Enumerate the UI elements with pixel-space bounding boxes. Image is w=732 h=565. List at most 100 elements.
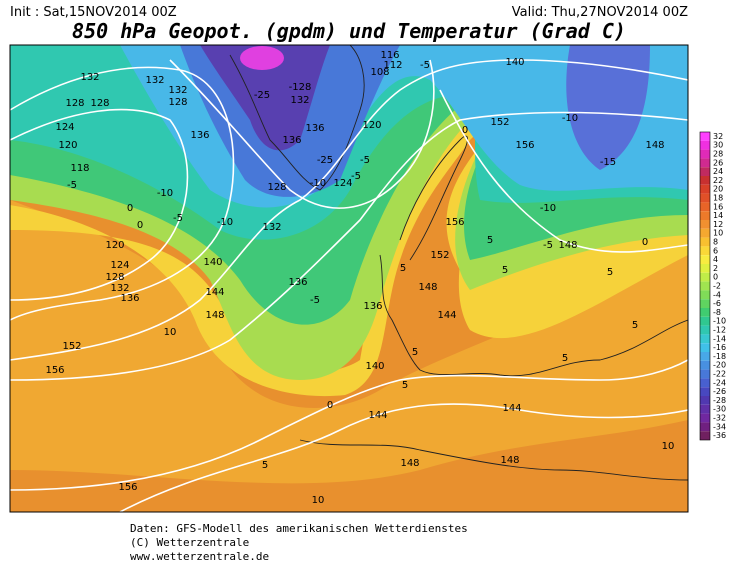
contour-label: 120	[362, 120, 381, 131]
contour-label: -5	[67, 180, 77, 191]
colorbar-cell	[700, 140, 710, 150]
contour-label: 0	[462, 125, 468, 136]
colorbar-label: -16	[713, 343, 726, 352]
colorbar-label: 4	[713, 255, 718, 264]
contour-label: -5	[420, 60, 430, 71]
footer-url: www.wetterzentrale.de	[130, 550, 269, 563]
colorbar-label: -14	[713, 334, 726, 343]
colorbar-label: -2	[713, 282, 721, 291]
init-time: Init : Sat,15NOV2014 00Z	[10, 5, 177, 20]
contour-label: 148	[500, 455, 519, 466]
colorbar-label: 22	[713, 176, 723, 185]
colorbar-cell	[700, 193, 710, 203]
colorbar-cell	[700, 290, 710, 300]
contour-label: 10	[164, 327, 177, 338]
contour-label: 5	[402, 380, 408, 391]
colorbar-cell	[700, 237, 710, 247]
contour-label: 144	[502, 403, 521, 414]
contour-label: 124	[55, 122, 74, 133]
contour-label: 112	[383, 60, 402, 71]
colorbar-cell	[700, 343, 710, 352]
map-area	[10, 45, 688, 512]
colorbar-cell	[700, 308, 710, 317]
contour-label: -5	[543, 240, 553, 251]
colorbar-cell	[700, 413, 710, 423]
contour-label: 148	[645, 140, 664, 151]
contour-label: 136	[363, 301, 382, 312]
colorbar-cell	[700, 334, 710, 344]
contour-label: -10	[157, 188, 173, 199]
colorbar-cell	[700, 316, 710, 326]
colorbar-cell	[700, 387, 710, 396]
contour-label: 132	[168, 85, 187, 96]
colorbar-cell	[700, 272, 710, 282]
colorbar-label: -34	[713, 422, 726, 431]
contour-label: 132	[290, 95, 309, 106]
colorbar-label: -30	[713, 405, 726, 414]
colorbar-cell	[700, 255, 710, 264]
colorbar-label: -28	[713, 396, 726, 405]
colorbar-cell	[700, 378, 710, 388]
contour-label: 124	[333, 178, 352, 189]
colorbar-cell	[700, 132, 710, 141]
contour-label: -25	[317, 155, 333, 166]
contour-label: -5	[360, 155, 370, 166]
map-title: 850 hPa Geopot. (gpdm) und Temperatur (G…	[72, 19, 626, 43]
contour-label: 5	[262, 460, 268, 471]
contour-label: -10	[540, 203, 556, 214]
contour-label: 128	[168, 97, 187, 108]
contour-label: 132	[145, 75, 164, 86]
colorbar-label: -32	[713, 414, 726, 423]
contour-label: -5	[310, 295, 320, 306]
colorbar-cell	[700, 202, 710, 212]
contour-label: -10	[310, 178, 326, 189]
contour-label: 0	[327, 400, 333, 411]
colorbar-cell	[700, 158, 710, 168]
contour-label: 136	[305, 123, 324, 134]
contour-label: 152	[62, 341, 81, 352]
colorbar-label: 0	[713, 273, 718, 282]
contour-label: 144	[437, 310, 456, 321]
contour-label: 148	[205, 310, 224, 321]
contour-label: 140	[505, 57, 524, 68]
contour-label: 0	[642, 237, 648, 248]
contour-label: -15	[600, 157, 616, 168]
colorbar-label: -20	[713, 361, 726, 370]
contour-label: -10	[217, 217, 233, 228]
contour-label: 5	[412, 347, 418, 358]
colorbar-cell	[700, 431, 710, 440]
colorbar-label: 14	[713, 211, 723, 220]
contour-label: 144	[368, 410, 387, 421]
colorbar-label: -18	[713, 352, 726, 361]
footer-source: Daten: GFS-Modell des amerikanischen Wet…	[130, 522, 468, 535]
colorbar-label: 18	[713, 194, 723, 203]
contour-label: 120	[105, 240, 124, 251]
contour-label: 0	[127, 203, 133, 214]
colorbar-label: 28	[713, 150, 723, 159]
colorbar-label: 24	[713, 167, 723, 176]
colorbar: 32302826242220181614121086420-2-4-6-8-10…	[699, 131, 726, 441]
colorbar-label: -10	[713, 317, 726, 326]
contour-label: 128	[105, 272, 124, 283]
colorbar-cell	[700, 422, 710, 432]
contour-label: 132	[80, 72, 99, 83]
contour-label: 132	[262, 222, 281, 233]
colorbar-label: 32	[713, 132, 723, 141]
contour-label: 5	[607, 267, 613, 278]
contour-label: 128	[267, 182, 286, 193]
map-frame	[9, 44, 689, 513]
contour-label: 5	[400, 263, 406, 274]
colorbar-cell	[700, 299, 710, 308]
colorbar-label: -22	[713, 370, 726, 379]
contour-label: 118	[70, 163, 89, 174]
colorbar-cell	[700, 360, 710, 370]
colorbar-label: 2	[713, 264, 718, 273]
contour-label: 156	[515, 140, 534, 151]
contour-label: 10	[662, 441, 675, 452]
colorbar-label: -4	[713, 290, 721, 299]
contour-label: 152	[490, 117, 509, 128]
contour-label: 156	[445, 217, 464, 228]
contour-label: 152	[430, 250, 449, 261]
